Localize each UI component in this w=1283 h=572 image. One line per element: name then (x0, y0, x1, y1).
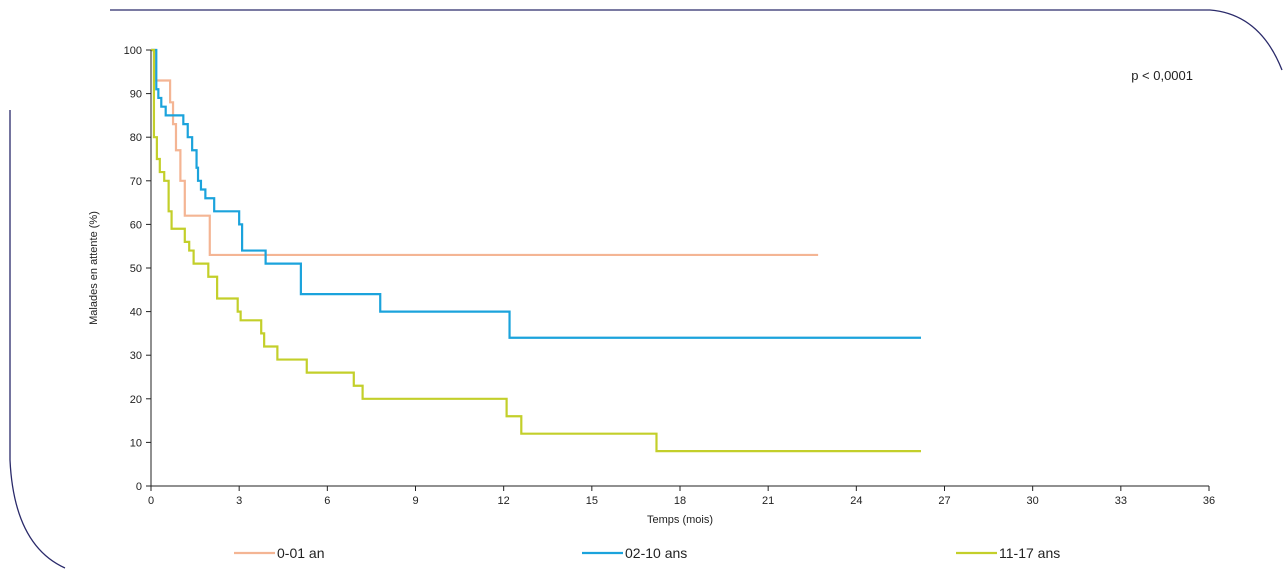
x-axis-title: Temps (mois) (647, 514, 713, 526)
y-tick-label: 100 (124, 45, 142, 57)
y-tick-label: 30 (130, 350, 142, 362)
series-line-2 (151, 48, 921, 339)
legend: 0-01 an 02-10 ans 11-17 ans (234, 545, 1060, 561)
x-tick-label: 3 (236, 495, 242, 507)
y-tick-label: 60 (130, 219, 142, 231)
x-tick-label: 27 (938, 495, 950, 507)
y-tick-label: 90 (130, 89, 142, 101)
x-tick-label: 18 (674, 495, 686, 507)
legend-label-1: 0-01 an (277, 545, 324, 561)
x-tick-label: 12 (498, 495, 510, 507)
legend-label-2: 02-10 ans (625, 545, 687, 561)
y-tick-label: 70 (130, 176, 142, 188)
series-line-3 (151, 48, 921, 453)
y-tick-label: 80 (130, 132, 142, 144)
y-axis-title: Malades en attente (%) (88, 211, 100, 325)
legend-label-3: 11-17 ans (999, 545, 1060, 561)
x-tick-label: 24 (850, 495, 862, 507)
y-tick-label: 20 (130, 394, 142, 406)
y-tick-label: 50 (130, 263, 142, 275)
x-tick-label: 33 (1115, 495, 1127, 507)
x-tick-label: 6 (324, 495, 330, 507)
x-ticks: 0 3 6 9 12 15 18 21 24 27 30 33 36 (148, 486, 1215, 507)
x-tick-label: 0 (148, 495, 154, 507)
x-tick-label: 36 (1203, 495, 1215, 507)
chart-border (9, 9, 1283, 569)
p-value-annotation: p < 0,0001 (1131, 68, 1193, 83)
x-tick-label: 30 (1027, 495, 1039, 507)
x-tick-label: 9 (412, 495, 418, 507)
y-tick-label: 10 (130, 437, 142, 449)
y-tick-label: 40 (130, 307, 142, 319)
y-ticks: 0 10 20 30 40 50 60 70 80 90 100 (124, 45, 151, 493)
y-tick-label: 0 (136, 481, 142, 493)
x-tick-label: 15 (586, 495, 598, 507)
series-line-1 (151, 48, 819, 257)
x-tick-label: 21 (762, 495, 774, 507)
plot-area (151, 48, 921, 453)
